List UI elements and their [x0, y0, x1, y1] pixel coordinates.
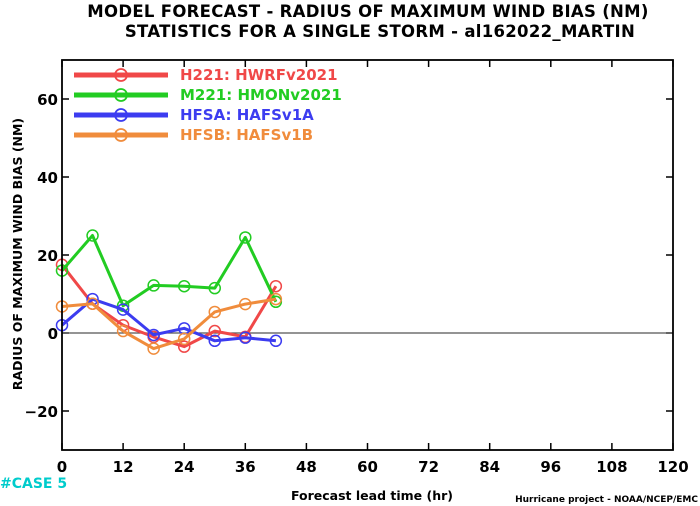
data-point — [177, 279, 191, 293]
legend-marker — [114, 108, 128, 122]
data-point — [208, 334, 221, 348]
x-tick-label: 120 — [657, 458, 688, 476]
data-point — [116, 303, 130, 316]
data-point — [86, 297, 99, 310]
x-tick-label: 72 — [418, 458, 439, 476]
y-tick-label: 20 — [37, 247, 58, 265]
x-tick-label: 24 — [174, 458, 195, 476]
case-label: #CASE 5 — [0, 476, 67, 492]
data-point — [86, 229, 99, 242]
data-point — [147, 279, 160, 292]
x-tick-label: 108 — [596, 458, 627, 476]
series-2 — [55, 229, 283, 312]
series-line — [60, 234, 278, 308]
data-point — [177, 340, 191, 353]
x-axis-ticks: 0 12 24 36 48 60 72 84 96 108 120 — [57, 60, 689, 476]
x-tick-label: 0 — [57, 458, 67, 476]
x-tick-label: 84 — [479, 458, 500, 476]
data-point — [269, 292, 283, 306]
chart-title: MODEL FORECAST - RADIUS OF MAXIMUM WIND … — [87, 2, 648, 21]
data-point — [269, 334, 283, 348]
legend-item: H221: HWRFv2021 — [74, 66, 338, 84]
data-point — [116, 324, 130, 338]
legend-marker — [114, 88, 128, 102]
plot-frame — [61, 59, 674, 451]
y-tick-label: 60 — [37, 91, 58, 109]
legend-marker — [114, 128, 128, 142]
data-point — [208, 324, 221, 338]
x-axis-label: Forecast lead time (hr) — [291, 488, 453, 503]
data-point — [147, 342, 160, 355]
y-tick-label: 0 — [48, 325, 58, 343]
legend-label: HFSB: HAFSv1B — [180, 126, 313, 144]
legend-label: H221: HWRFv2021 — [180, 66, 338, 84]
data-point — [239, 231, 252, 244]
legend-item: HFSB: HAFSv1B — [74, 126, 313, 144]
legend: H221: HWRFv2021 M221: HMONv2021 HFSA: HAFS… — [74, 66, 342, 144]
y-axis-label: RADIUS OF MAXIMUM WIND BIAS (NM) — [10, 118, 25, 390]
x-tick-label: 12 — [113, 458, 134, 476]
data-point — [177, 332, 191, 346]
data-point — [239, 297, 252, 311]
data-point — [208, 305, 221, 319]
series-4 — [55, 292, 283, 355]
legend-label: HFSA: HAFSv1A — [180, 106, 314, 124]
chart-subtitle: STATISTICS FOR A SINGLE STORM - al162022… — [125, 22, 635, 41]
x-tick-label: 48 — [296, 458, 317, 476]
data-point — [147, 328, 160, 342]
legend-marker — [114, 68, 128, 82]
legend-item: M221: HMONv2021 — [74, 86, 342, 104]
x-tick-label: 36 — [235, 458, 256, 476]
x-tick-label: 60 — [357, 458, 378, 476]
data-point — [269, 279, 283, 293]
y-tick-label: 40 — [37, 169, 58, 187]
y-tick-label: −20 — [25, 403, 58, 421]
x-tick-label: 96 — [540, 458, 561, 476]
credit-text: Hurricane project - NOAA/NCEP/EMC — [515, 495, 698, 505]
legend-label: M221: HMONv2021 — [180, 86, 342, 104]
data-point — [208, 281, 221, 295]
legend-item: HFSA: HAFSv1A — [74, 106, 314, 124]
data-point — [239, 331, 252, 344]
series-3 — [55, 292, 283, 348]
series-layer — [55, 229, 283, 355]
